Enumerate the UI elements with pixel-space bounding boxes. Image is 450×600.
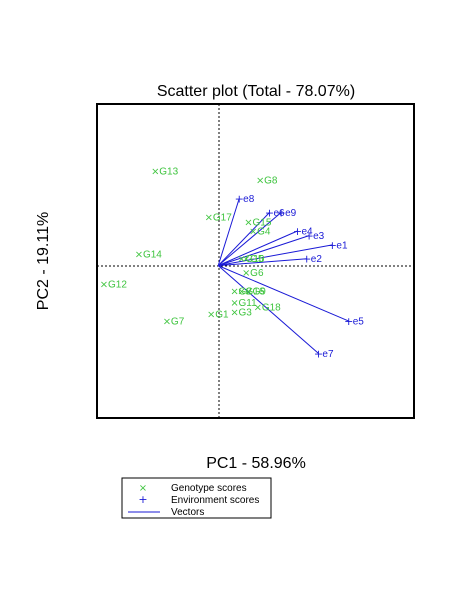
chart-title: Scatter plot (Total - 78.07%): [157, 83, 355, 100]
genotype-label-G8: G8: [264, 176, 278, 187]
environment-marker-e9: +: [277, 207, 286, 220]
genotype-label-G14: G14: [143, 250, 162, 261]
environment-label-e5: e5: [353, 317, 365, 328]
genotype-label-G13: G13: [159, 166, 178, 177]
legend-label-genotype: Genotype scores: [171, 483, 247, 494]
genotype-marker-G5: ×: [242, 254, 250, 265]
vector-e1: [218, 244, 333, 267]
environment-marker-e2: +: [302, 253, 311, 266]
genotype-marker-G9: ×: [244, 287, 252, 298]
genotype-marker-G11: ×: [230, 298, 238, 309]
y-axis-label: PC2 - 19.11%: [35, 212, 52, 310]
environment-marker-e7: +: [314, 347, 323, 360]
genotype-label-G9: G9: [253, 287, 267, 298]
legend-marker-environment: +: [138, 493, 147, 506]
genotype-label-G3: G3: [239, 307, 253, 318]
vector-e3: [218, 235, 310, 267]
environment-marker-e6: +: [265, 207, 274, 220]
genotype-marker-G2: ×: [230, 287, 238, 298]
genotype-label-G5: G5: [250, 254, 264, 265]
vector-group: [217, 198, 349, 354]
genotype-label-G1: G1: [215, 310, 229, 321]
vector-e4: [218, 230, 298, 267]
genotype-marker-G3: ×: [230, 307, 238, 318]
environment-marker-e5: +: [344, 315, 353, 328]
genotype-label-G11: G11: [239, 298, 258, 309]
genotype-marker-G16: ×: [237, 287, 245, 298]
genotype-marker-G17: ×: [205, 213, 213, 224]
genotype-marker-G15: ×: [244, 217, 252, 228]
genotype-marker-G12: ×: [100, 280, 108, 291]
legend-marker-genotype: ×: [139, 483, 147, 494]
genotype-label-G10: G10: [246, 254, 265, 265]
genotype-label-G6: G6: [250, 268, 264, 279]
vector-e9: [217, 212, 282, 266]
environment-label-e1: e1: [336, 240, 348, 251]
environment-label-e4: e4: [301, 226, 313, 237]
genotype-label-G7: G7: [171, 317, 185, 328]
environment-label-e9: e9: [285, 208, 297, 219]
environment-label-e3: e3: [313, 231, 325, 242]
genotype-marker-G4: ×: [249, 226, 257, 237]
genotype-marker-G10: ×: [237, 254, 245, 265]
genotype-label-G2: G2: [239, 287, 253, 298]
genotype-label-G15: G15: [253, 217, 272, 228]
genotype-marker-G18: ×: [254, 303, 262, 314]
genotype-label-G16: G16: [246, 287, 265, 298]
vector-e8: [217, 198, 240, 266]
legend-label-vector: Vectors: [171, 507, 204, 518]
genotype-label-G12: G12: [108, 280, 127, 291]
environment-label-e7: e7: [322, 349, 334, 360]
environment-label-e2: e2: [311, 254, 323, 265]
environment-marker-e3: +: [305, 230, 314, 243]
vector-e6: [217, 212, 270, 266]
genotype-marker-G6: ×: [242, 268, 250, 279]
genotype-marker-G1: ×: [207, 310, 215, 321]
legend-box: [121, 477, 272, 519]
environment-marker-e8: +: [235, 193, 244, 206]
environment-label-e6: e6: [273, 208, 285, 219]
legend-label-environment: Environment scores: [171, 495, 259, 506]
vector-e2: [218, 258, 307, 267]
genotype-marker-G13: ×: [151, 166, 159, 177]
plot-frame: [96, 103, 415, 419]
genotype-marker-G14: ×: [135, 250, 143, 261]
genotype-marker-G8: ×: [256, 176, 264, 187]
plot-area: × G1× G2× G3× G4× G5× G6× G7× G8× G9× G10× G11× G12×…: [96, 103, 415, 419]
legend: × Genotype scores + Environment scores V…: [121, 477, 272, 519]
point-group: × G1× G2× G3× G4× G5× G6× G7× G8× G9× G10× G11× G12×…: [100, 166, 364, 360]
vector-e7: [217, 265, 319, 354]
environment-marker-e1: +: [328, 239, 337, 252]
genotype-marker-G7: ×: [163, 317, 171, 328]
genotype-label-G17: G17: [213, 213, 232, 224]
environment-label-e8: e8: [243, 194, 255, 205]
vector-e5: [218, 265, 349, 322]
genotype-label-G4: G4: [257, 226, 271, 237]
environment-marker-e4: +: [293, 225, 302, 238]
genotype-label-G18: G18: [262, 303, 281, 314]
x-axis-label: PC1 - 58.96%: [206, 455, 306, 472]
